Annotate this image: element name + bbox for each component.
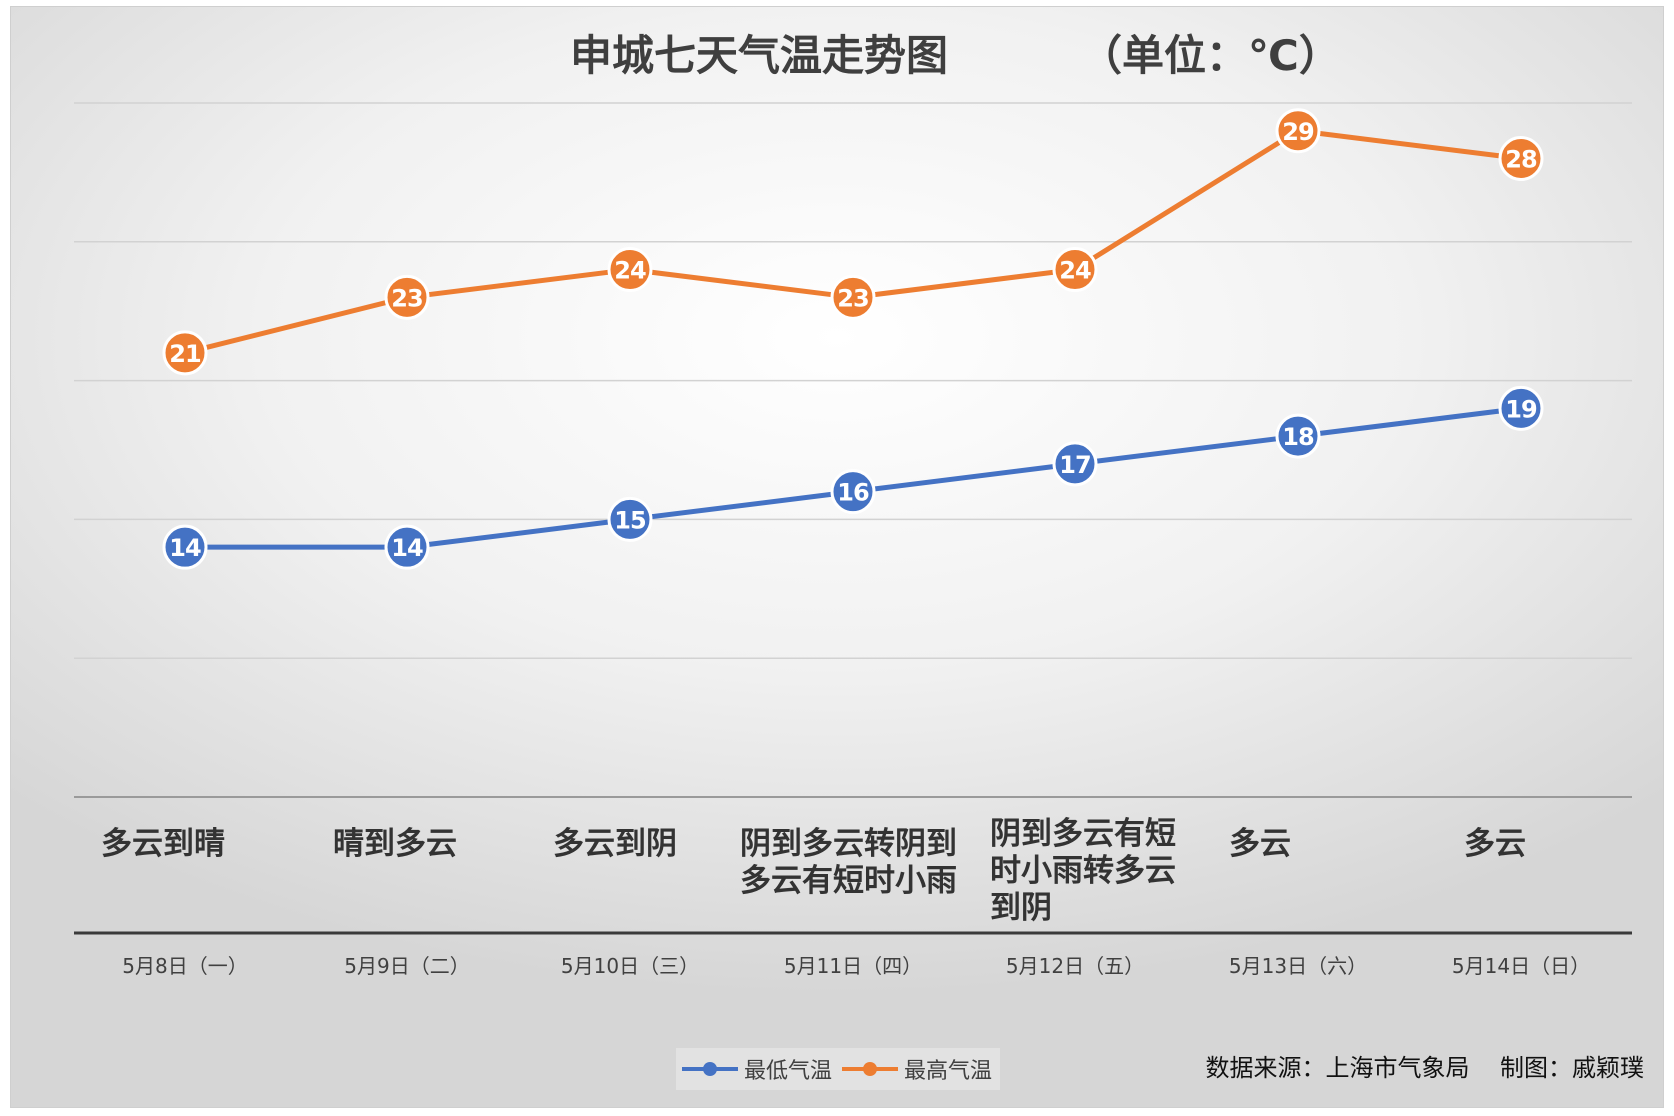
date-label: 5月11日（四） [783, 954, 923, 978]
data-point-high: 24 [607, 247, 653, 293]
weather-desc: 阴到多云转阴到 多云有短时小雨 [740, 826, 957, 899]
data-marker [1052, 441, 1098, 487]
date-label: 5月10日（三） [560, 954, 700, 978]
weather-desc: 晴到多云 [333, 826, 457, 862]
data-marker [162, 330, 208, 376]
data-point-high: 24 [1052, 247, 1098, 293]
date-label: 5月13日（六） [1228, 954, 1368, 978]
weather-desc: 多云到阴 [553, 826, 677, 862]
date-label: 5月9日（二） [344, 954, 470, 978]
data-label: 14 [169, 534, 201, 562]
data-marker [1275, 413, 1321, 459]
data-markers: 14 14 15 16 17 18 19 21 23 24 23 24 29 28 [162, 108, 1544, 570]
legend-label-high: 最高气温 [904, 1059, 993, 1084]
data-marker [830, 469, 876, 515]
data-label: 19 [1505, 395, 1537, 423]
unit-label: （单位：℃） [1080, 31, 1341, 80]
data-label: 17 [1059, 451, 1090, 479]
data-point-high: 23 [830, 274, 876, 320]
data-label: 23 [391, 284, 422, 312]
grid-lines [74, 102, 1632, 798]
data-marker [1498, 136, 1544, 182]
data-point-low: 14 [162, 524, 208, 570]
data-point-low: 15 [607, 496, 653, 542]
data-label: 29 [1282, 118, 1314, 146]
data-label: 16 [837, 479, 869, 507]
data-label: 24 [1059, 257, 1091, 285]
data-point-high: 21 [162, 330, 208, 376]
data-point-high: 23 [384, 274, 430, 320]
legend: 最低气温 最高气温 [676, 1048, 1000, 1090]
date-label: 5月8日（一） [122, 954, 248, 978]
data-point-low: 18 [1275, 413, 1321, 459]
data-point-low: 16 [830, 469, 876, 515]
weather-desc: 阴到多云有短 时小雨转多云 到阴 [990, 816, 1176, 926]
data-marker [162, 524, 208, 570]
data-label: 21 [169, 340, 201, 368]
legend-item-low: 最低气温 [680, 1053, 832, 1085]
data-marker [607, 496, 653, 542]
date-label: 5月12日（五） [1005, 954, 1145, 978]
data-marker [384, 274, 430, 320]
chart-title: 申城七天气温走势图 [570, 31, 949, 80]
data-label: 24 [614, 257, 646, 285]
data-label: 15 [614, 506, 646, 534]
date-label: 5月14日（日） [1451, 954, 1591, 978]
data-point-low: 17 [1052, 441, 1098, 487]
weather-desc: 多云 [1229, 826, 1291, 862]
legend-line-low-icon [682, 1062, 738, 1076]
data-marker [1052, 247, 1098, 293]
data-marker [830, 274, 876, 320]
author-text: 制图：戚颖璞 [1500, 1054, 1644, 1082]
legend-line-high-icon [842, 1062, 899, 1076]
data-label: 14 [391, 534, 423, 562]
data-marker [607, 247, 653, 293]
chart-frame [10, 6, 1664, 1108]
data-label: 28 [1505, 146, 1537, 174]
data-point-high: 29 [1275, 108, 1321, 154]
data-marker [384, 524, 430, 570]
legend-label-low: 最低气温 [744, 1059, 833, 1084]
data-label: 23 [837, 284, 868, 312]
source-text: 数据来源：上海市气象局 [1205, 1054, 1470, 1082]
data-marker [1275, 108, 1321, 154]
data-label: 18 [1282, 423, 1314, 451]
legend-item-high: 最高气温 [840, 1053, 992, 1085]
data-point-high: 28 [1498, 136, 1544, 182]
data-point-low: 14 [384, 524, 430, 570]
data-marker [1498, 385, 1544, 431]
weather-desc: 多云 [1464, 826, 1526, 862]
weather-desc: 多云到晴 [101, 826, 225, 862]
source-note: 数据来源：上海市气象局 制图：戚颖璞 [1205, 1048, 1644, 1083]
data-point-low: 19 [1498, 385, 1544, 431]
